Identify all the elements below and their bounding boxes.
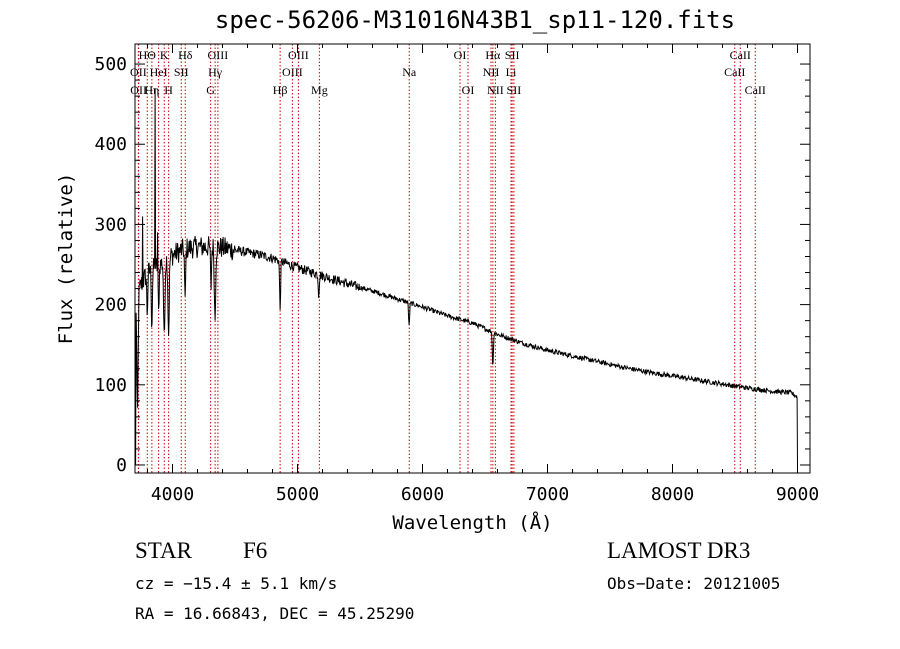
- y-tick-label: 300: [94, 214, 127, 235]
- line-label: OI: [462, 83, 475, 97]
- line-label: CaII: [724, 65, 745, 79]
- y-axis-label: Flux (relative): [55, 173, 77, 345]
- line-label: G: [206, 83, 215, 97]
- line-label: OIII: [288, 48, 309, 62]
- line-label: OIII: [208, 48, 229, 62]
- line-label: SII: [505, 48, 520, 62]
- x-tick-label: 4000: [151, 484, 194, 505]
- survey-name: LAMOST DR3: [607, 538, 751, 563]
- object-class: STAR: [135, 538, 192, 563]
- object-subclass: F6: [243, 538, 268, 563]
- y-tick-label: 0: [116, 455, 127, 476]
- redshift-cz: cz = −15.4 ± 5.1 km/s: [135, 574, 338, 593]
- y-tick-label: 200: [94, 295, 127, 316]
- line-label: OIII: [282, 65, 303, 79]
- spectrum-line: [135, 88, 798, 466]
- line-label: CaII: [745, 83, 766, 97]
- line-label: CaII: [730, 48, 751, 62]
- plot-frame: [134, 43, 811, 474]
- line-label: NII: [483, 65, 500, 79]
- x-tick-label: 6000: [401, 484, 444, 505]
- line-label: Hδ: [178, 48, 193, 62]
- line-label: SII: [174, 65, 189, 79]
- line-label: Hγ: [208, 65, 223, 79]
- line-label: OII: [130, 65, 147, 79]
- line-label: K: [160, 48, 169, 62]
- line-label: Mg: [311, 83, 328, 97]
- line-label: Hα: [485, 48, 501, 62]
- line-label: Hβ: [273, 83, 288, 97]
- x-axis-label: Wavelength (Å): [392, 511, 552, 534]
- line-label: Li: [506, 65, 517, 79]
- spectral-line-labels: HΘOIIOIIHηHeIKSIIHHδGOIIIHγHβOIIIOIIIMgN…: [130, 48, 766, 97]
- line-label: H: [164, 83, 173, 97]
- x-tick-label: 5000: [276, 484, 319, 505]
- axis-ticks: 4000 5000 6000 7000 8000 9000 0 100 200 300 400 500: [94, 44, 819, 505]
- spectral-line-markers: [137, 44, 756, 473]
- y-tick-label: 400: [94, 134, 127, 155]
- line-label: NII: [487, 83, 504, 97]
- line-label: OI: [454, 48, 467, 62]
- x-tick-label: 9000: [776, 484, 819, 505]
- line-label: SII: [507, 83, 522, 97]
- coordinates: RA = 16.66843, DEC = 45.25290: [135, 604, 415, 623]
- line-label: HΘ: [139, 48, 157, 62]
- line-label: OII: [130, 83, 147, 97]
- y-tick-label: 500: [94, 54, 127, 75]
- line-label: HeI: [150, 65, 168, 79]
- y-tick-label: 100: [94, 375, 127, 396]
- line-label: Na: [402, 65, 417, 79]
- line-label: Hη: [144, 83, 159, 97]
- chart-title: spec-56206-M31016N43B1_sp11-120.fits: [214, 6, 736, 34]
- x-tick-label: 8000: [651, 484, 694, 505]
- x-tick-label: 7000: [526, 484, 569, 505]
- obs-date: Obs−Date: 20121005: [607, 574, 781, 593]
